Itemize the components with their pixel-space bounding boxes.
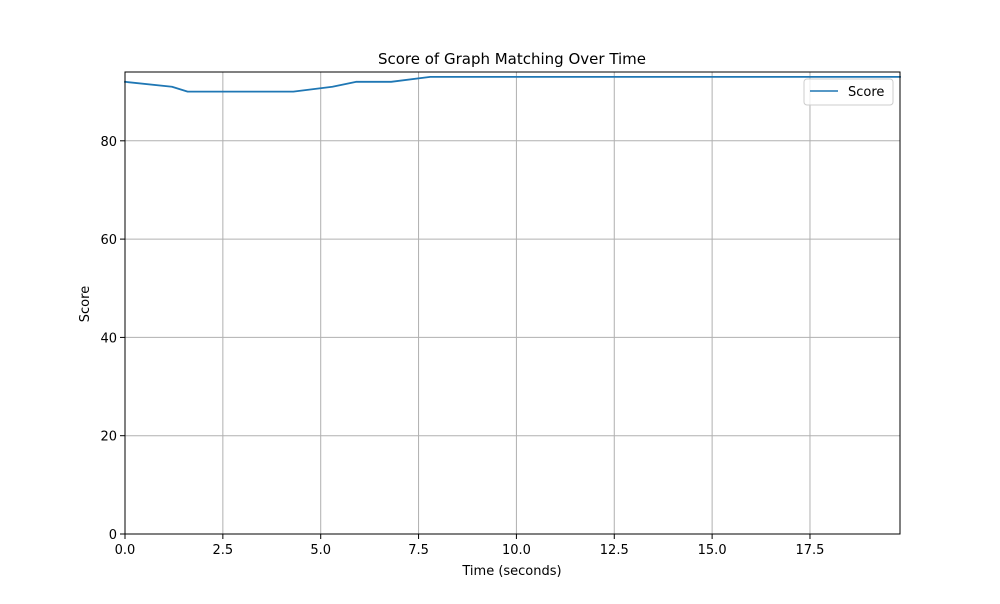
chart-title: Score of Graph Matching Over Time — [378, 50, 646, 68]
legend-label-score: Score — [848, 85, 884, 100]
legend-box — [803, 78, 894, 106]
y-tick-label: 80 — [100, 135, 117, 150]
grid-layer — [125, 72, 900, 534]
x-tick-label: 0.0 — [115, 543, 136, 558]
y-axis-ticks: 0 20 40 60 80 — [100, 135, 125, 543]
x-tick-label: 17.5 — [795, 543, 824, 558]
series-line-score — [124, 76, 901, 93]
x-tick-label: 10.0 — [502, 543, 531, 558]
y-axis-label: Score — [78, 286, 93, 322]
legend: Score — [803, 78, 894, 106]
axes-layer — [124, 71, 901, 535]
y-tick-label: 0 — [109, 528, 117, 543]
x-tick-label: 5.0 — [310, 543, 331, 558]
series-layer — [124, 76, 901, 93]
x-axis-ticks: 0.0 2.5 5.0 7.5 10.0 12.5 15.0 17.5 — [115, 534, 824, 558]
y-tick-label: 20 — [100, 430, 117, 445]
y-tick-label: 40 — [100, 331, 117, 346]
plot-frame — [124, 71, 901, 535]
x-tick-label: 15.0 — [698, 543, 727, 558]
y-tick-label: 60 — [100, 233, 117, 248]
x-tick-label: 2.5 — [213, 543, 234, 558]
x-tick-label: 7.5 — [408, 543, 429, 558]
x-tick-label: 12.5 — [600, 543, 629, 558]
x-axis-label: Time (seconds) — [461, 564, 561, 579]
